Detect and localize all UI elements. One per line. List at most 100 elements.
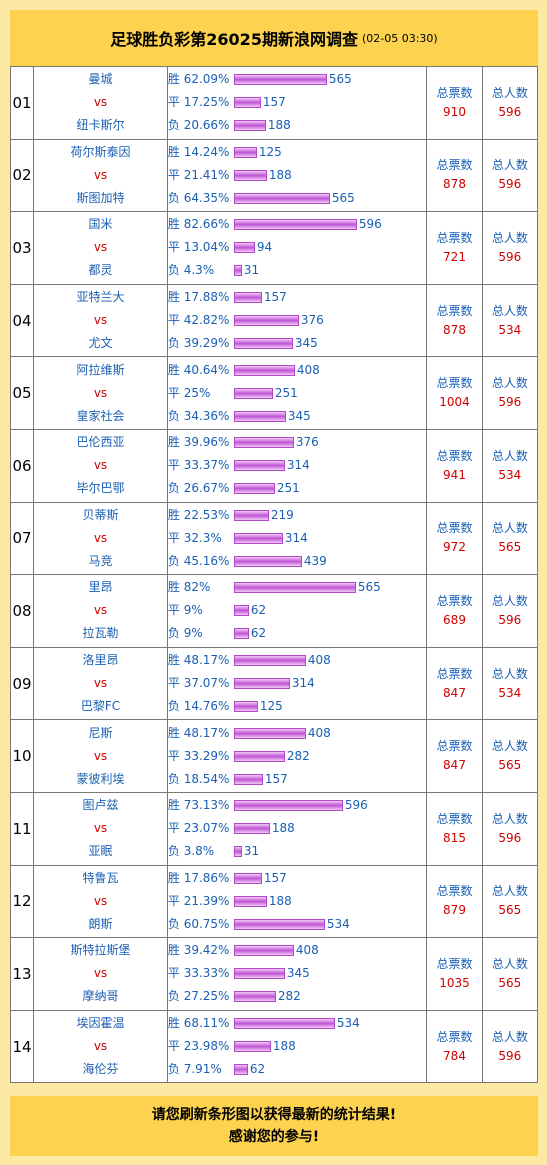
total-people-value: 565: [498, 975, 522, 990]
match-row: 11 图卢兹 vs 亚眠 胜 73.13% 596 平 23.07% 188 负 3.8% 31 总…: [9, 791, 539, 866]
away-team-link[interactable]: 巴黎FC: [80, 699, 121, 714]
total-votes-value: 941: [443, 467, 466, 482]
vote-count: 345: [287, 408, 311, 423]
total-people-value: 596: [498, 1048, 522, 1063]
total-votes-label: 总票数: [436, 230, 473, 245]
away-team-link[interactable]: 斯图加特: [76, 190, 125, 205]
home-team-link[interactable]: 国米: [88, 217, 113, 232]
total-people-value: 565: [498, 540, 522, 555]
option-loss: 负 14.76% 125: [168, 695, 426, 718]
option-label: 胜 82.66%: [167, 217, 230, 232]
option-label: 负 39.29%: [167, 336, 230, 351]
vote-bars: 胜 22.53% 219 平 32.3% 314 负 45.16% 439: [166, 501, 428, 576]
total-people: 总人数 565: [481, 501, 539, 576]
away-team-link[interactable]: 尤文: [88, 336, 113, 351]
total-votes: 总票数 847: [426, 646, 483, 721]
home-team-link[interactable]: 斯特拉斯堡: [70, 943, 131, 958]
option-label: 负 27.25%: [167, 989, 230, 1004]
option-label: 负 18.54%: [167, 771, 230, 786]
away-team-link[interactable]: 摩纳哥: [82, 989, 119, 1004]
vote-bar: [233, 895, 267, 907]
option-win: 胜 22.53% 219: [168, 504, 426, 527]
match-number: 08: [9, 574, 35, 648]
home-team-link[interactable]: 贝蒂斯: [82, 507, 119, 522]
survey-table: 01 曼城 vs 纽卡斯尔 胜 62.09% 565 平 17.25% 157 负 20.66%…: [9, 66, 539, 1084]
vote-bars: 胜 62.09% 565 平 17.25% 157 负 20.66% 188: [166, 66, 428, 140]
vote-bars: 胜 39.96% 376 平 33.37% 314 负 26.67% 251: [166, 428, 428, 503]
vote-bar: [233, 410, 286, 422]
vote-bar: [233, 918, 325, 930]
total-people-label: 总人数: [491, 303, 528, 318]
vote-count: 251: [274, 385, 298, 400]
option-label: 胜 40.64%: [167, 362, 230, 377]
home-team-link[interactable]: 里昂: [88, 580, 113, 595]
away-team-link[interactable]: 海伦芬: [82, 1062, 119, 1077]
vs-label: vs: [93, 240, 108, 255]
option-win: 胜 68.11% 534: [168, 1012, 426, 1035]
home-team-link[interactable]: 阿拉维斯: [76, 362, 125, 377]
home-team-link[interactable]: 亚特兰大: [76, 290, 125, 305]
option-label: 负 14.76%: [167, 699, 230, 714]
vote-count: 31: [243, 844, 260, 859]
away-team-link[interactable]: 亚眠: [88, 844, 113, 859]
match-number: 06: [9, 428, 35, 503]
total-people: 总人数 565: [481, 864, 539, 939]
option-label: 负 60.75%: [167, 916, 230, 931]
away-team-link[interactable]: 马竞: [88, 553, 113, 568]
match-number: 02: [9, 138, 35, 213]
option-win: 胜 14.24% 125: [168, 141, 426, 164]
option-loss: 负 45.16% 439: [168, 550, 426, 573]
total-votes-label: 总票数: [436, 593, 473, 608]
vote-bars: 胜 48.17% 408 平 33.29% 282 负 18.54% 157: [166, 719, 428, 793]
match-teams: 洛里昂 vs 巴黎FC: [33, 646, 168, 721]
total-votes-value: 1004: [439, 395, 470, 410]
home-team-link[interactable]: 特鲁瓦: [82, 870, 119, 885]
match-teams: 亚特兰大 vs 尤文: [33, 283, 168, 358]
option-loss: 负 4.3% 31: [168, 259, 426, 282]
option-label: 胜 17.88%: [167, 290, 230, 305]
total-people-value: 565: [498, 903, 522, 918]
vs-label: vs: [93, 458, 108, 473]
match-teams: 曼城 vs 纽卡斯尔: [33, 66, 168, 140]
option-label: 平 23.98%: [167, 1039, 230, 1054]
away-team-link[interactable]: 毕尔巴鄂: [76, 481, 125, 496]
home-team-link[interactable]: 尼斯: [88, 725, 113, 740]
vote-count: 314: [284, 530, 308, 545]
away-team-link[interactable]: 纽卡斯尔: [76, 118, 125, 133]
home-team-link[interactable]: 巴伦西亚: [76, 435, 125, 450]
option-loss: 负 64.35% 565: [168, 187, 426, 210]
away-team-link[interactable]: 蒙彼利埃: [76, 771, 125, 786]
away-team-link[interactable]: 拉瓦勒: [82, 626, 119, 641]
vote-bar: [233, 338, 293, 350]
total-votes-label: 总票数: [436, 521, 473, 536]
option-label: 平 9%: [167, 603, 203, 618]
total-votes-value: 847: [443, 685, 466, 700]
vote-count: 251: [276, 481, 300, 496]
away-team-link[interactable]: 朗斯: [88, 916, 113, 931]
option-label: 平 33.33%: [167, 966, 230, 981]
away-team-link[interactable]: 皇家社会: [76, 408, 125, 423]
match-teams: 国米 vs 都灵: [33, 211, 168, 285]
total-people-label: 总人数: [491, 811, 528, 826]
home-team-link[interactable]: 荷尔斯泰因: [70, 144, 131, 159]
match-teams: 贝蒂斯 vs 马竞: [33, 501, 168, 576]
home-team-link[interactable]: 洛里昂: [82, 653, 119, 668]
home-team-link[interactable]: 图卢兹: [82, 798, 119, 813]
vote-count: 188: [271, 821, 295, 836]
away-team-link[interactable]: 都灵: [88, 263, 113, 278]
total-votes: 总票数 1004: [426, 356, 483, 430]
vote-bar: [233, 364, 295, 376]
vote-bar: [233, 968, 285, 980]
option-label: 平 21.39%: [167, 893, 230, 908]
home-team-link[interactable]: 埃因霍温: [76, 1016, 125, 1031]
vote-bar: [233, 146, 257, 158]
match-teams: 埃因霍温 vs 海伦芬: [33, 1009, 168, 1084]
vs-label: vs: [93, 821, 108, 836]
total-votes-label: 总票数: [436, 811, 473, 826]
vote-count: 345: [294, 336, 318, 351]
option-win: 胜 39.96% 376: [168, 431, 426, 454]
home-team-link[interactable]: 曼城: [88, 72, 113, 87]
vote-count: 314: [291, 676, 315, 691]
vs-label: vs: [93, 95, 108, 110]
